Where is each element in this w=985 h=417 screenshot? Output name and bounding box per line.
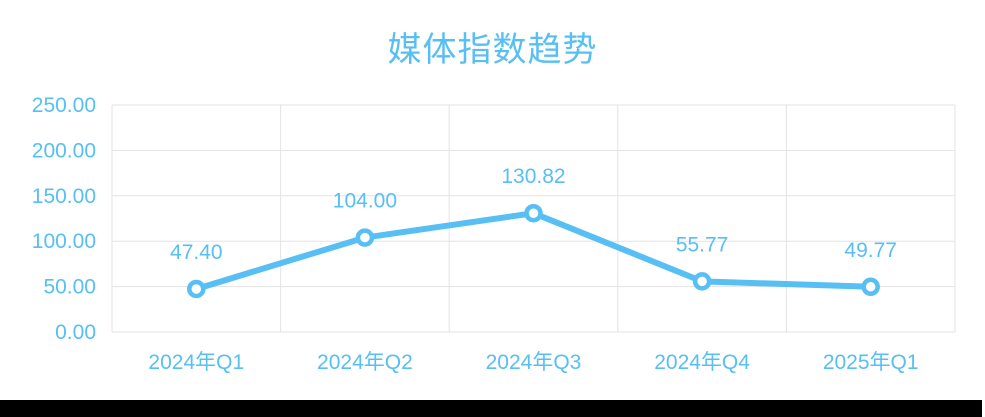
data-point-marker[interactable] bbox=[524, 203, 543, 223]
x-axis-label: 2024年Q4 bbox=[654, 351, 750, 374]
y-axis-label: 50.00 bbox=[43, 276, 96, 299]
value-label: 130.82 bbox=[501, 165, 565, 188]
trend-line bbox=[193, 210, 874, 292]
y-axis-label: 200.00 bbox=[32, 139, 96, 162]
x-axis-label: 2024年Q1 bbox=[148, 351, 244, 374]
bottom-bar bbox=[0, 400, 982, 417]
chart-title: 媒体指数趋势 bbox=[387, 31, 598, 69]
data-point-marker[interactable] bbox=[355, 228, 375, 247]
data-point-marker[interactable] bbox=[861, 277, 880, 297]
data-point-marker[interactable] bbox=[187, 279, 206, 299]
value-label: 104.00 bbox=[333, 190, 397, 213]
trend-chart: 0.00 50.00 100.00 150.00 200.00 250.00 47.40 10… bbox=[32, 94, 956, 374]
value-label: 49.77 bbox=[844, 239, 897, 262]
y-axis-label: 100.00 bbox=[32, 230, 96, 253]
value-label: 55.77 bbox=[676, 233, 729, 256]
data-point-marker[interactable] bbox=[692, 272, 712, 291]
y-axis-label: 0.00 bbox=[55, 321, 96, 344]
x-axis-label: 2025年Q1 bbox=[823, 351, 919, 374]
x-axis-label: 2024年Q3 bbox=[486, 351, 582, 374]
x-axis-label: 2024年Q2 bbox=[317, 351, 413, 374]
y-axis-label: 250.00 bbox=[32, 94, 96, 117]
value-label: 47.40 bbox=[170, 241, 223, 264]
y-axis-label: 150.00 bbox=[32, 185, 96, 208]
